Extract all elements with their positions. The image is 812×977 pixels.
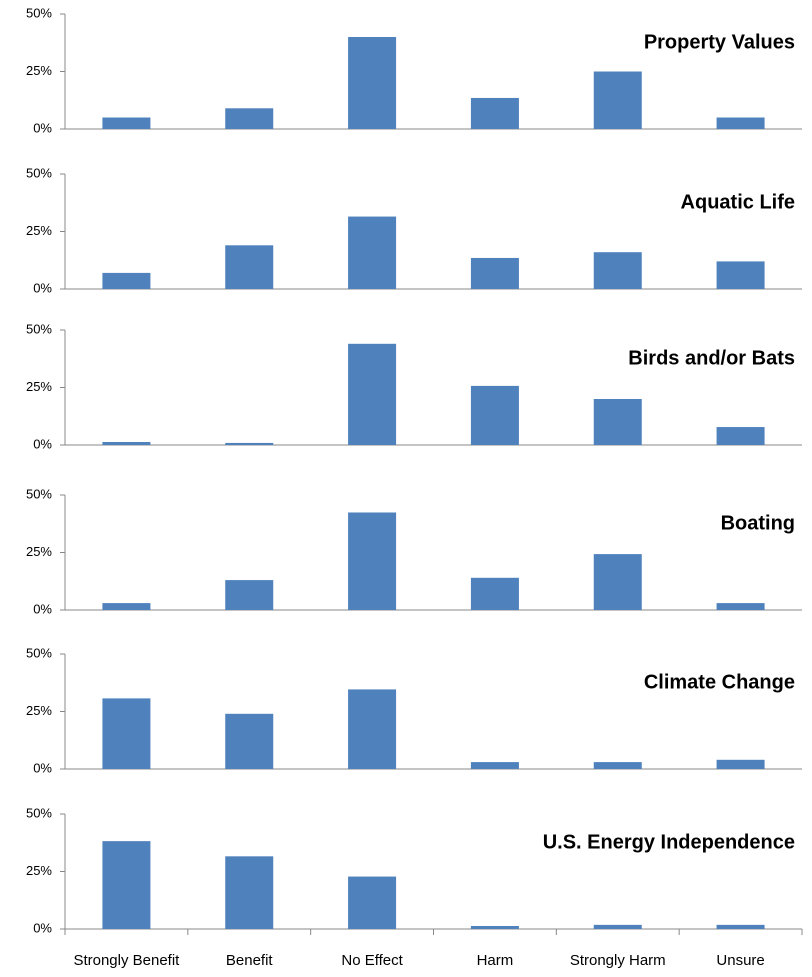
bar <box>102 603 151 610</box>
x-tick-label: No Effect <box>341 952 403 969</box>
bar <box>225 245 274 289</box>
y-tick-label: 25% <box>26 544 52 559</box>
bar <box>716 117 765 129</box>
y-tick-label: 0% <box>33 760 52 775</box>
bar <box>593 762 642 769</box>
bar <box>348 876 397 929</box>
y-tick-label: 0% <box>33 601 52 616</box>
x-tick-label: Strongly Harm <box>570 952 666 969</box>
bar <box>470 577 519 610</box>
y-tick-label: 50% <box>26 486 52 501</box>
bar <box>470 926 519 929</box>
bar <box>102 117 151 129</box>
bar <box>225 108 274 129</box>
bar <box>102 698 151 769</box>
y-tick-label: 50% <box>26 165 52 180</box>
y-tick-label: 25% <box>26 379 52 394</box>
y-tick-label: 25% <box>26 703 52 718</box>
bar <box>716 759 765 769</box>
y-tick-label: 50% <box>26 805 52 820</box>
bar <box>716 924 765 929</box>
bar <box>348 689 397 769</box>
x-tick-label: Unsure <box>716 952 764 969</box>
chart-title: Aquatic Life <box>681 191 795 213</box>
y-tick-label: 25% <box>26 63 52 78</box>
bar <box>470 257 519 289</box>
y-tick-label: 25% <box>26 223 52 238</box>
chart-title: Property Values <box>644 31 795 53</box>
chart-title: Birds and/or Bats <box>628 347 795 369</box>
y-tick-label: 50% <box>26 5 52 20</box>
bar <box>593 399 642 445</box>
bar <box>225 442 274 445</box>
bar <box>470 97 519 129</box>
y-tick-label: 50% <box>26 645 52 660</box>
bar <box>593 71 642 129</box>
bar <box>348 343 397 445</box>
bar <box>593 252 642 289</box>
x-tick-label: Strongly Benefit <box>73 952 180 969</box>
bar <box>225 856 274 929</box>
bar <box>225 580 274 610</box>
bar <box>348 37 397 129</box>
bar <box>470 385 519 445</box>
y-tick-label: 25% <box>26 863 52 878</box>
x-tick-label: Harm <box>477 952 514 969</box>
bar <box>716 427 765 445</box>
chart-title: Climate Change <box>644 671 795 693</box>
chart-title: Boating <box>721 512 795 534</box>
bar <box>225 713 274 769</box>
y-tick-label: 50% <box>26 321 52 336</box>
x-tick-label: Benefit <box>226 952 274 969</box>
y-tick-label: 0% <box>33 436 52 451</box>
bar <box>102 442 151 445</box>
y-tick-label: 0% <box>33 920 52 935</box>
bar <box>348 512 397 610</box>
y-tick-label: 0% <box>33 280 52 295</box>
bar <box>102 841 151 929</box>
bar <box>716 603 765 610</box>
bar <box>102 272 151 289</box>
bar <box>348 216 397 289</box>
y-tick-label: 0% <box>33 120 52 135</box>
bar <box>593 924 642 929</box>
bar <box>593 554 642 610</box>
chart-title: U.S. Energy Independence <box>543 831 795 853</box>
bar <box>716 261 765 289</box>
bar <box>470 762 519 769</box>
